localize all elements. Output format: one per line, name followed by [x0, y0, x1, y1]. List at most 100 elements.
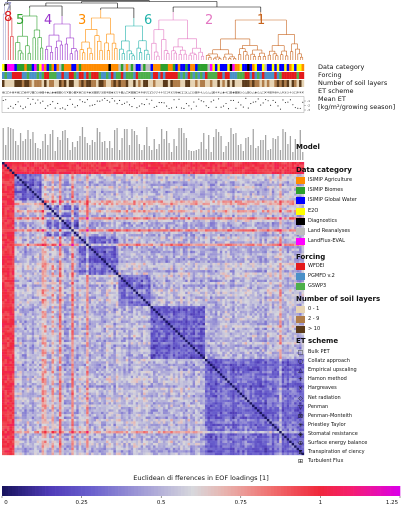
heatmap-cell — [227, 176, 230, 179]
mean-et-point — [297, 107, 299, 109]
heatmap-cell — [157, 222, 161, 225]
heatmap-cell — [232, 222, 235, 225]
data-category-cell — [115, 64, 119, 71]
heatmap-cell — [252, 174, 255, 177]
heatmap-cell — [160, 224, 164, 227]
heatmap-cell — [39, 205, 42, 208]
heatmap-cell — [279, 176, 282, 179]
heatmap-cell — [229, 229, 233, 232]
heatmap-cell — [96, 195, 99, 199]
heatmap-cell — [123, 174, 126, 177]
mean-et-point — [121, 103, 123, 106]
heatmap-cell — [103, 234, 107, 237]
heatmap-cell — [2, 200, 5, 203]
heatmap-cell — [26, 183, 30, 187]
heatmap-cell — [175, 217, 178, 220]
heatmap-cell — [41, 214, 45, 218]
heatmap-cell — [51, 202, 55, 206]
heatmap-cell — [145, 198, 149, 201]
heatmap-cell — [261, 226, 265, 230]
heatmap-cell — [101, 190, 104, 194]
heatmap-cell — [187, 162, 191, 165]
heatmap-cell — [53, 214, 57, 218]
heatmap-cell — [34, 226, 37, 230]
heatmap-cell — [133, 234, 136, 237]
heatmap-cell — [101, 226, 104, 230]
heatmap-cell — [289, 205, 292, 208]
heatmap-cell — [286, 222, 290, 225]
heatmap-cell — [138, 234, 141, 237]
heatmap-cell — [224, 217, 228, 220]
heatmap-cell — [125, 202, 129, 206]
heatmap-cell — [239, 226, 243, 230]
heatmap-cell — [61, 198, 65, 201]
heatmap-cell — [66, 188, 69, 191]
heatmap-cell — [68, 229, 72, 232]
heatmap-cell — [150, 162, 154, 165]
heatmap-cell — [71, 222, 74, 225]
heatmap-cell — [153, 219, 156, 223]
heatmap-cell — [56, 190, 60, 194]
heatmap-cell — [61, 229, 65, 232]
heatmap-cell — [217, 190, 220, 194]
heatmap-cell — [2, 178, 5, 182]
heatmap-cell — [256, 171, 260, 175]
heatmap-cell — [162, 212, 166, 215]
heatmap-cell — [118, 164, 121, 167]
heatmap-cell — [217, 234, 220, 237]
heatmap-cell — [145, 234, 149, 237]
heatmap-cell — [219, 198, 223, 201]
mean-et-point — [210, 101, 212, 103]
heatmap-cell — [16, 186, 20, 189]
heatmap-cell — [29, 222, 32, 225]
heatmap-cell — [190, 224, 193, 227]
heatmap-cell — [9, 226, 13, 230]
heatmap-cell — [167, 212, 171, 215]
heatmap-cell — [11, 217, 15, 220]
heatmap-cell — [78, 186, 82, 189]
heatmap-cell — [294, 219, 297, 223]
heatmap-cell — [229, 188, 233, 191]
heatmap-cell — [165, 188, 169, 191]
heatmap-cell — [110, 229, 114, 232]
heatmap-cell — [21, 214, 25, 218]
heatmap-cell — [145, 200, 149, 203]
heatmap-cell — [177, 190, 181, 194]
heatmap-cell — [36, 226, 40, 230]
heatmap-cell — [237, 193, 240, 196]
heatmap-cell — [110, 207, 114, 211]
heatmap-cell — [157, 169, 161, 172]
heatmap-cell — [227, 234, 230, 237]
data-category-cell — [123, 64, 126, 71]
heatmap-cell — [232, 188, 235, 191]
soil-layer-cell — [118, 80, 122, 87]
heatmap-cell — [301, 162, 305, 165]
heatmap-cell — [53, 222, 57, 225]
heatmap-cell — [88, 224, 92, 227]
heatmap-cell — [289, 193, 292, 196]
heatmap-cell — [200, 205, 203, 208]
heatmap-cell — [157, 224, 161, 227]
heatmap-cell — [279, 214, 282, 218]
heatmap-cell — [4, 205, 8, 208]
heatmap-cell — [24, 217, 27, 220]
heatmap-cell — [157, 193, 161, 196]
heatmap-cell — [123, 190, 126, 194]
heatmap-cell — [91, 162, 94, 165]
heatmap-cell — [14, 231, 18, 235]
heatmap-cell — [204, 188, 208, 191]
heatmap-cell — [204, 224, 208, 227]
heatmap-cell — [39, 202, 42, 206]
heatmap-cell — [192, 229, 196, 232]
model-label — [170, 152, 173, 160]
heatmap-cell — [227, 178, 230, 182]
heatmap-cell — [113, 178, 117, 182]
heatmap-cell — [21, 181, 25, 184]
heatmap-cell — [180, 195, 183, 199]
model-label — [44, 134, 46, 160]
heatmap-cell — [56, 212, 60, 215]
heatmap-cell — [86, 222, 89, 225]
heatmap-cell — [115, 205, 119, 208]
heatmap-cell — [284, 224, 287, 227]
mean-et-point — [109, 101, 111, 103]
